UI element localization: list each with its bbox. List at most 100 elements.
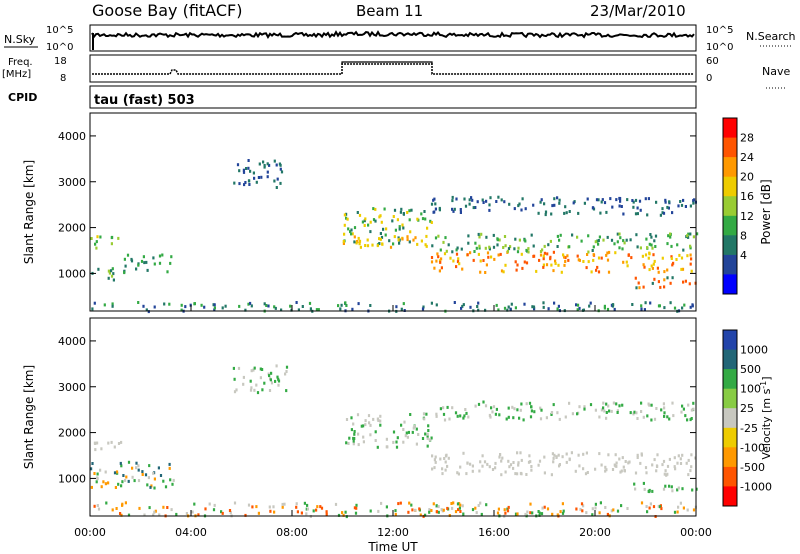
data-cell: [634, 487, 637, 491]
time-x-axis: 00:00 04:00 08:00 12:00 16:00 20:00 00:00: [74, 305, 712, 539]
data-cell: [401, 237, 404, 241]
data-cell: [493, 257, 496, 261]
data-cell: [649, 301, 652, 305]
data-cell: [121, 502, 124, 506]
data-cell: [476, 200, 479, 204]
data-cell: [394, 228, 397, 232]
data-cell: [653, 277, 656, 281]
data-cell: [153, 510, 156, 514]
data-cell: [402, 212, 405, 215]
data-cell: [143, 261, 146, 265]
x-tick-label: 00:00: [680, 526, 712, 539]
data-cell: [410, 208, 413, 212]
data-cell: [544, 210, 548, 214]
data-cell: [115, 507, 118, 510]
data-cell: [269, 509, 272, 513]
data-cell: [539, 200, 542, 204]
data-cell: [516, 263, 519, 267]
data-cell: [647, 256, 650, 260]
data-cell: [417, 433, 420, 436]
data-cell: [90, 467, 93, 471]
data-cell: [296, 510, 299, 514]
data-cell: [378, 242, 381, 245]
data-cell: [636, 456, 639, 459]
power-colorbar-label: Power [dB]: [759, 179, 773, 244]
data-cell: [642, 481, 645, 485]
data-cell: [582, 260, 585, 263]
colorbar-tick-label: 28: [740, 132, 754, 145]
data-cell: [640, 453, 643, 457]
data-cell: [141, 470, 144, 474]
data-cell: [376, 244, 379, 248]
data-cell: [518, 238, 521, 242]
data-cell: [351, 307, 354, 311]
power-y-axis-label: Slant Range [km]: [22, 160, 36, 264]
data-cell: [495, 200, 498, 203]
data-cell: [127, 460, 131, 464]
data-cell: [233, 181, 236, 185]
data-cell: [438, 206, 441, 210]
data-cell: [589, 403, 593, 407]
data-cell: [651, 246, 654, 250]
colorbar-tick-label: 4: [740, 249, 747, 262]
data-cell: [275, 186, 278, 189]
data-cell: [624, 460, 627, 463]
data-cell: [640, 401, 643, 405]
data-cell: [451, 207, 454, 211]
data-cell: [471, 464, 474, 468]
data-cell: [673, 456, 676, 460]
data-cell: [507, 505, 510, 509]
data-cell: [477, 232, 480, 236]
data-cell: [161, 253, 164, 257]
data-cell: [497, 308, 500, 312]
data-cell: [420, 212, 423, 216]
data-cell: [686, 508, 689, 512]
data-cell: [362, 440, 365, 444]
data-cell: [488, 245, 491, 249]
data-cell: [126, 253, 130, 257]
data-cell: [135, 461, 138, 465]
data-cell: [596, 265, 599, 269]
data-cell: [514, 237, 517, 241]
data-cell: [552, 269, 555, 273]
data-cell: [425, 234, 428, 238]
data-cell: [137, 464, 140, 468]
data-cell: [90, 237, 93, 240]
data-cell: [666, 276, 669, 280]
data-cell: [422, 412, 426, 416]
data-cell: [663, 411, 666, 415]
data-cell: [430, 202, 434, 206]
data-cell: [170, 508, 173, 512]
data-cell: [623, 241, 626, 245]
data-cell: [337, 513, 341, 517]
data-cell: [224, 304, 227, 308]
data-cell: [480, 512, 483, 516]
data-cell: [130, 259, 134, 263]
colorbar-swatch: [723, 486, 737, 507]
data-cell: [295, 505, 298, 509]
data-cell: [663, 270, 666, 274]
data-cell: [542, 305, 545, 309]
data-cell: [473, 250, 476, 253]
data-cell: [466, 461, 469, 465]
data-cell: [681, 267, 685, 271]
data-cell: [648, 268, 651, 272]
data-cell: [415, 442, 418, 446]
data-cell: [456, 502, 460, 506]
data-cell: [550, 263, 553, 267]
data-cell: [696, 232, 699, 236]
data-cell: [469, 462, 472, 466]
data-cell: [631, 199, 634, 202]
data-cell: [669, 301, 672, 305]
data-cell: [618, 457, 621, 461]
nave-label: Nave: [762, 65, 790, 78]
data-cell: [395, 440, 398, 444]
data-cell: [358, 239, 362, 243]
data-cell: [546, 252, 549, 256]
colorbar-tick-label: 500: [740, 363, 761, 376]
data-cell: [360, 424, 363, 428]
data-cell: [615, 461, 618, 465]
data-cell: [652, 505, 656, 509]
data-cell: [561, 511, 565, 515]
data-cell: [371, 243, 374, 247]
